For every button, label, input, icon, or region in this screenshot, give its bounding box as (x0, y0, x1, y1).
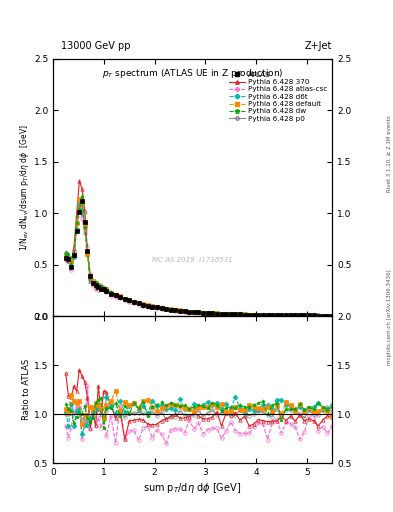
Y-axis label: Ratio to ATLAS: Ratio to ATLAS (22, 359, 31, 420)
Y-axis label: 1/N$_{\rm ev}$ dN$_{\rm ev}$/dsum p$_T$/d$\eta$ d$\phi$  [GeV]: 1/N$_{\rm ev}$ dN$_{\rm ev}$/dsum p$_T$/… (18, 124, 31, 251)
X-axis label: sum p$_T$/d$\eta$ d$\phi$ [GeV]: sum p$_T$/d$\eta$ d$\phi$ [GeV] (143, 481, 242, 496)
Text: 13000 GeV pp: 13000 GeV pp (61, 41, 130, 51)
Text: mcplots.cern.ch [arXiv:1306.3436]: mcplots.cern.ch [arXiv:1306.3436] (387, 270, 391, 365)
Text: MC AS 2019  I1736531: MC AS 2019 I1736531 (152, 257, 233, 263)
Text: Rivet 3.1.10, ≥ 2.1M events: Rivet 3.1.10, ≥ 2.1M events (387, 115, 391, 192)
Text: $p_T$ spectrum (ATLAS UE in Z production): $p_T$ spectrum (ATLAS UE in Z production… (102, 67, 283, 79)
Legend: ATLAS, Pythia 6.428 370, Pythia 6.428 atlas-csc, Pythia 6.428 d6t, Pythia 6.428 : ATLAS, Pythia 6.428 370, Pythia 6.428 at… (228, 70, 329, 123)
Text: Z+Jet: Z+Jet (305, 41, 332, 51)
